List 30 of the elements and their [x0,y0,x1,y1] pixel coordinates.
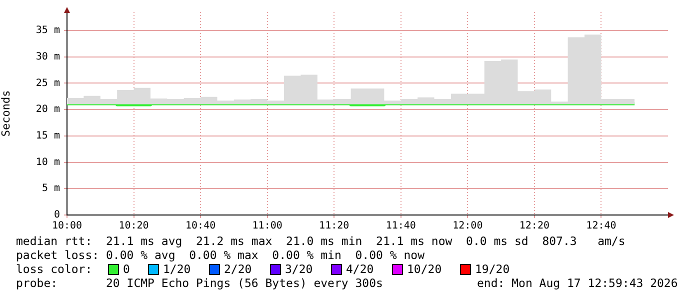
y-tick-label: 25 m [36,78,60,89]
text: probe: 20 ICMP Echo Pings (56 Bytes) every 300s [16,276,383,290]
text: packet loss: 0.00 % avg 0.00 % max 0.00 % min 0.00 % now [16,248,424,262]
y-tick-label: 35 m [36,25,60,36]
text: 2/20 [224,262,252,276]
text: 10/20 [407,262,442,276]
text: median rtt: 21.1 ms avg 21.2 ms max 21.0 ms min 21.1 ms now 0.0 ms sd 807.3 am/s [16,234,626,248]
x-tick-label: 12:20 [519,220,550,232]
text: 4/20 [346,262,374,276]
x-tick-label: 10:00 [52,220,82,232]
y-tick-label: 20 m [36,104,60,116]
text: 0 [123,262,130,276]
x-tick-label: 11:00 [252,220,282,232]
x-tick-label: 11:20 [319,220,350,232]
x-tick-label: 12:40 [586,220,616,232]
x-tick-label: 12:00 [452,220,483,232]
y-axis-title: Seconds [0,90,12,137]
y-tick-label: 15 m [36,130,60,142]
x-tick-label: 11:40 [386,220,416,232]
text: 3/20 [285,262,313,276]
y-tick-label: 5 m [42,183,60,194]
y-tick-label: 0 [54,210,60,221]
text: loss color: [16,262,92,276]
x-tick-label: 10:40 [186,220,216,232]
y-tick-label: 10 m [36,156,60,168]
y-tick-label: 30 m [36,51,60,62]
text: 19/20 [475,262,510,276]
text: end: Mon Aug 17 12:59:43 2026 [477,276,678,290]
text: 1/20 [163,262,191,276]
x-tick-label: 10:20 [118,220,149,232]
